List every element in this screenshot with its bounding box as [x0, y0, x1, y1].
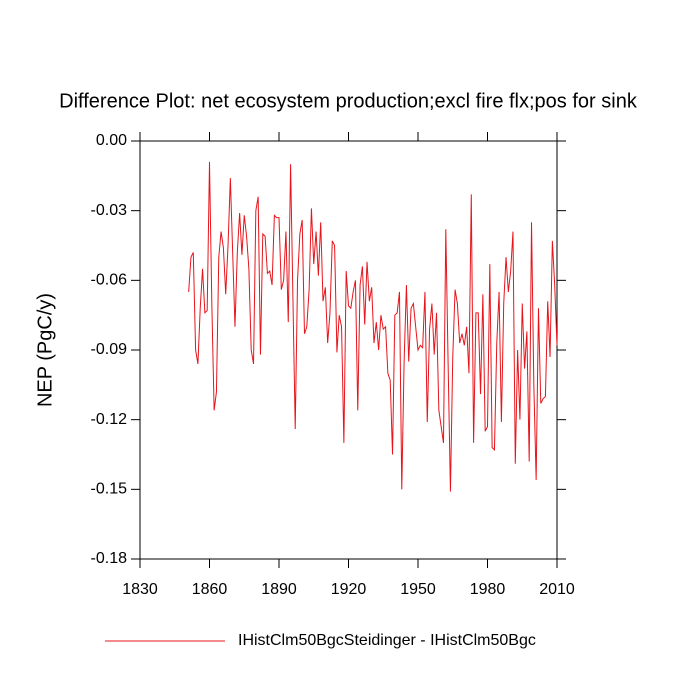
y-tick-label: 0.00 — [96, 132, 127, 149]
plot-frame — [139, 140, 558, 560]
y-tick-label: -0.12 — [91, 411, 128, 428]
x-tick-label: 1830 — [122, 581, 158, 598]
y-tick-label: -0.18 — [91, 550, 128, 567]
chart-title: Difference Plot: net ecosystem productio… — [59, 90, 638, 112]
y-tick-label: -0.15 — [91, 481, 128, 498]
x-tick-label: 1890 — [261, 581, 297, 598]
legend-label: IHistClm50BgcSteidinger - IHistClm50Bgc — [238, 632, 536, 649]
x-tick-label: 2010 — [539, 581, 575, 598]
x-tick-label: 1920 — [331, 581, 367, 598]
data-line — [188, 161, 558, 492]
y-axis-label: NEP (PgC/y) — [34, 293, 56, 407]
x-tick-label: 1950 — [400, 581, 436, 598]
x-tick-label: 1980 — [470, 581, 506, 598]
x-tick-label: 1860 — [192, 581, 228, 598]
y-tick-label: -0.09 — [91, 341, 128, 358]
y-tick-label: -0.06 — [91, 272, 128, 289]
y-tick-label: -0.03 — [91, 202, 128, 219]
